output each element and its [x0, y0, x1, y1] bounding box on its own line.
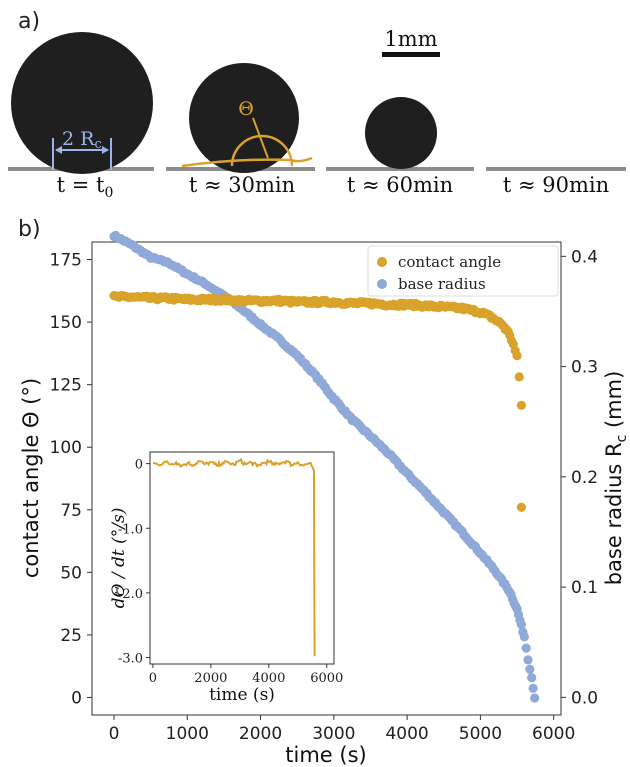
inset-y-tick-label: 0 [135, 458, 143, 473]
contact-angle-annotation: Θ [181, 98, 313, 168]
x-tick-label: 4000 [385, 724, 428, 744]
legend-marker-base-radius [377, 279, 387, 289]
droplet-t0 [11, 32, 153, 174]
caption-30min: t ≈ 30min [189, 173, 295, 197]
inset-y-tick-label: -1.0 [118, 522, 143, 537]
contact-angle-point [512, 350, 522, 361]
inset-x-tick-label: 6000 [310, 671, 343, 686]
svg-text:2 Rc: 2 Rc [62, 128, 102, 152]
x-tick-label: 3000 [312, 724, 355, 744]
legend-marker-contact-angle [377, 257, 387, 267]
base-radius-point [525, 664, 535, 674]
y-left-tick-label: 150 [50, 313, 82, 333]
droplet-60min [365, 97, 437, 169]
inset-rate-line [152, 457, 316, 657]
x-tick-label: 6000 [532, 724, 575, 744]
main-plot: 0 1000 2000 3000 4000 5000 6000 0 25 50 75 100 125 15… [19, 230, 630, 767]
base-radius-point [516, 620, 527, 630]
inset-plot: 0 2000 4000 6000 0 -1.0 -2.0 -3.0 time (s) dΘ /… [109, 451, 343, 705]
x-axis-label: time (s) [285, 743, 366, 767]
y-axis-right-label: base radius Rc (mm) [602, 371, 630, 586]
inset-y-tick-label: -2.0 [118, 587, 143, 602]
y-axis-left-label: contact angle Θ (°) [19, 378, 43, 578]
main-plot-frame [91, 241, 562, 716]
y-left-tick-label: 25 [60, 626, 82, 646]
caption-t0: t = t0 [57, 173, 114, 201]
x-tick-label: 0 [109, 724, 120, 744]
inset-x-label: time (s) [209, 685, 275, 705]
contact-angle-point [516, 400, 527, 410]
y-right-tick-label: 0.1 [571, 578, 598, 598]
y-right-tick-label: 0.0 [571, 688, 598, 708]
rc-sub: c [94, 137, 101, 152]
base-radius-annotation: 2 Rc [52, 128, 112, 170]
inset-y-tick-label: -3.0 [118, 652, 143, 667]
contact-angle-point [516, 502, 527, 512]
y-right-tick-label: 0.3 [571, 358, 598, 378]
base-radius-point [527, 673, 537, 683]
inset-x-tick-label: 4000 [252, 671, 285, 686]
y-left-tick-label: 100 [50, 438, 82, 458]
y-right-tick-label: 0.4 [571, 247, 598, 267]
y-right-tick-label: 0.2 [571, 468, 598, 488]
legend-box [367, 245, 559, 297]
inset-y-label: dΘ / dt (°/s) [109, 508, 129, 609]
base-radius-point [521, 643, 531, 653]
panel-b-label: b) [18, 217, 41, 242]
main-marks [109, 230, 540, 703]
caption-90min: t ≈ 90min [503, 173, 609, 197]
base-radius-point [519, 632, 529, 642]
inset-x-tick-label: 2000 [194, 671, 227, 686]
scale-bar [382, 52, 440, 57]
base-radius-point [528, 683, 538, 693]
substrate-3 [326, 167, 474, 171]
y-left-tick-label: 175 [50, 251, 82, 271]
inset-axes: 0 2000 4000 6000 0 -1.0 -2.0 -3.0 [118, 458, 343, 686]
inset-frame [149, 451, 335, 665]
legend-label-contact-angle: contact angle [398, 253, 501, 271]
droplet-30min [189, 63, 299, 173]
main-axes: 0 1000 2000 3000 4000 5000 6000 0 25 50 75 100 125 15… [50, 247, 599, 744]
inset-marks [152, 457, 316, 657]
y-left-tick-label: 0 [71, 688, 82, 708]
substrate-4 [486, 167, 626, 171]
legend: contact angle base radius [367, 245, 559, 297]
inset-x-tick-label: 0 [149, 671, 157, 686]
theta-label: Θ [238, 98, 254, 120]
legend-label-base-radius: base radius [398, 275, 486, 293]
y-left-tick-label: 125 [50, 376, 82, 396]
caption-60min: t ≈ 60min [347, 173, 453, 197]
rc-label: 2 R [62, 128, 95, 150]
x-tick-label: 5000 [459, 724, 502, 744]
y-left-tick-label: 75 [60, 501, 82, 521]
scale-bar-label: 1mm [384, 27, 437, 51]
x-tick-label: 1000 [166, 724, 209, 744]
base-radius-point [523, 655, 533, 665]
base-radius-point [530, 693, 540, 703]
contact-angle-point [514, 372, 524, 382]
y-left-tick-label: 50 [60, 563, 82, 583]
panel-a-label: a) [18, 9, 40, 34]
x-tick-label: 2000 [239, 724, 282, 744]
